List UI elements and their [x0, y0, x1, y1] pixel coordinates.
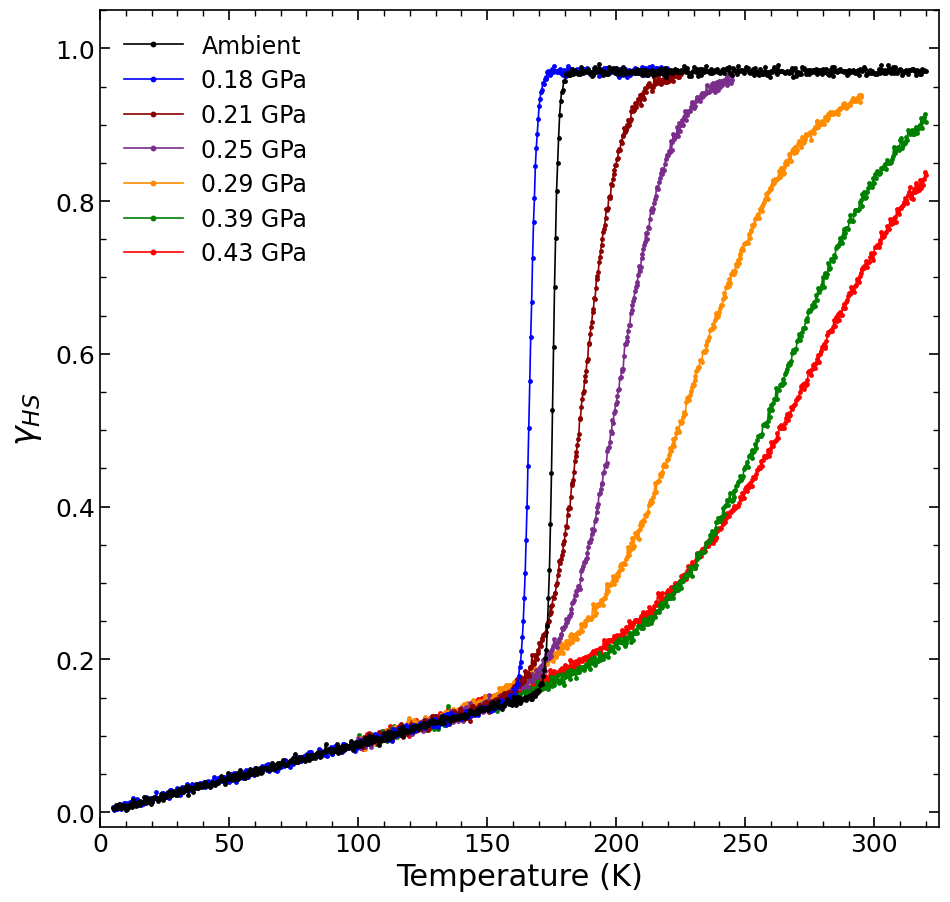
0.21 GPa: [458, 709, 469, 720]
0.39 GPa: [732, 477, 744, 488]
0.18 GPa: [435, 712, 446, 723]
0.39 GPa: [352, 738, 364, 749]
0.39 GPa: [454, 713, 466, 723]
0.21 GPa: [587, 308, 598, 318]
0.29 GPa: [856, 90, 867, 101]
0.25 GPa: [416, 723, 428, 733]
0.21 GPa: [556, 554, 567, 565]
0.39 GPa: [920, 110, 931, 121]
0.43 GPa: [921, 170, 932, 181]
0.39 GPa: [500, 689, 511, 700]
0.25 GPa: [355, 743, 367, 754]
Ambient: [594, 60, 605, 70]
0.43 GPa: [610, 637, 621, 648]
Ambient: [158, 789, 169, 800]
0.43 GPa: [920, 167, 931, 178]
0.25 GPa: [395, 722, 407, 732]
Legend: Ambient, 0.18 GPa, 0.21 GPa, 0.25 GPa, 0.29 GPa, 0.39 GPa, 0.43 GPa: Ambient, 0.18 GPa, 0.21 GPa, 0.25 GPa, 0…: [112, 23, 319, 278]
0.25 GPa: [352, 732, 364, 743]
0.43 GPa: [352, 736, 364, 747]
0.25 GPa: [712, 78, 723, 88]
Ambient: [580, 68, 592, 78]
0.29 GPa: [582, 612, 594, 622]
0.43 GPa: [500, 690, 511, 701]
0.25 GPa: [727, 71, 738, 82]
Ambient: [602, 69, 614, 80]
Line: 0.39 GPa: 0.39 GPa: [355, 113, 928, 750]
0.39 GPa: [688, 562, 699, 573]
0.29 GPa: [352, 738, 364, 749]
Line: 0.29 GPa: 0.29 GPa: [355, 94, 864, 751]
0.18 GPa: [526, 298, 538, 308]
Ambient: [921, 67, 932, 78]
Line: 0.25 GPa: 0.25 GPa: [355, 73, 734, 750]
0.29 GPa: [547, 651, 559, 662]
0.39 GPa: [921, 117, 932, 128]
0.18 GPa: [479, 705, 490, 716]
0.43 GPa: [688, 560, 699, 571]
Ambient: [121, 805, 132, 815]
0.29 GPa: [702, 336, 713, 347]
0.43 GPa: [357, 743, 369, 754]
0.21 GPa: [391, 724, 403, 735]
0.18 GPa: [662, 69, 674, 79]
0.39 GPa: [781, 364, 792, 374]
0.21 GPa: [675, 69, 687, 80]
0.18 GPa: [359, 736, 371, 747]
Ambient: [809, 68, 821, 78]
0.29 GPa: [796, 133, 808, 143]
Line: 0.21 GPa: 0.21 GPa: [355, 69, 683, 750]
Ambient: [107, 803, 119, 814]
X-axis label: Temperature (K): Temperature (K): [396, 862, 643, 891]
0.18 GPa: [206, 776, 218, 787]
Line: Ambient: Ambient: [110, 62, 928, 813]
0.18 GPa: [108, 805, 120, 815]
0.29 GPa: [360, 743, 371, 754]
Y-axis label: $\gamma_{HS}$: $\gamma_{HS}$: [11, 392, 44, 446]
0.25 GPa: [723, 70, 734, 81]
0.18 GPa: [107, 802, 119, 813]
0.18 GPa: [251, 763, 262, 774]
0.21 GPa: [480, 696, 491, 707]
0.18 GPa: [562, 61, 574, 72]
Ambient: [627, 67, 638, 78]
0.25 GPa: [721, 70, 732, 81]
Line: 0.18 GPa: 0.18 GPa: [110, 64, 671, 813]
0.43 GPa: [454, 706, 466, 717]
0.43 GPa: [732, 501, 744, 511]
0.25 GPa: [624, 320, 636, 331]
0.21 GPa: [585, 322, 597, 333]
0.21 GPa: [674, 67, 686, 78]
0.43 GPa: [781, 410, 792, 420]
Ambient: [726, 70, 737, 81]
0.21 GPa: [352, 741, 364, 752]
0.29 GPa: [797, 139, 808, 150]
0.29 GPa: [390, 723, 402, 734]
0.39 GPa: [610, 641, 621, 652]
0.25 GPa: [564, 612, 576, 622]
0.39 GPa: [357, 742, 369, 753]
Line: 0.43 GPa: 0.43 GPa: [355, 170, 928, 751]
